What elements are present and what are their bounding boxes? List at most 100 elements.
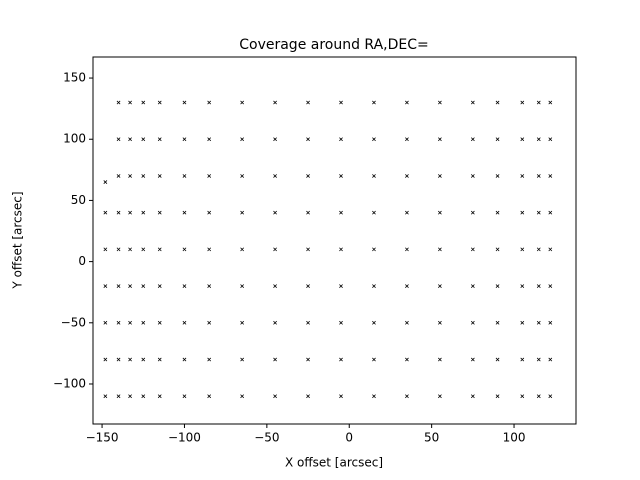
- point: [182, 320, 187, 325]
- point: [306, 174, 310, 178]
- point: [536, 174, 541, 178]
- x-tick-label: −100: [168, 431, 201, 445]
- x-tick-label: 100: [503, 431, 526, 445]
- point: [207, 137, 212, 142]
- point: [339, 174, 343, 178]
- point: [157, 100, 162, 105]
- point: [240, 320, 245, 325]
- point: [273, 284, 277, 288]
- x-tick-label: −150: [86, 431, 119, 445]
- point: [116, 394, 121, 399]
- y-axis-label: Y offset [arcsec]: [11, 191, 25, 289]
- point: [495, 100, 500, 105]
- point: [157, 247, 162, 252]
- point: [339, 320, 343, 325]
- point: [182, 247, 187, 252]
- point: [182, 174, 187, 178]
- point: [372, 320, 376, 325]
- point: [182, 137, 187, 142]
- point: [141, 394, 146, 399]
- point: [372, 394, 376, 399]
- point: [372, 284, 376, 288]
- point: [405, 137, 409, 142]
- point: [157, 137, 162, 142]
- point: [141, 357, 146, 362]
- point: [141, 100, 146, 105]
- point: [273, 247, 277, 252]
- point: [128, 357, 132, 362]
- point: [438, 247, 442, 252]
- point: [182, 210, 187, 215]
- point: [536, 100, 541, 105]
- point: [536, 137, 541, 142]
- point: [207, 284, 212, 288]
- point: [520, 394, 525, 399]
- point: [182, 394, 187, 399]
- point: [157, 320, 162, 325]
- point: [128, 100, 132, 105]
- point: [405, 357, 409, 362]
- point: [273, 210, 277, 215]
- point: [372, 100, 376, 105]
- point: [128, 284, 132, 288]
- y-tick-label: 0: [78, 254, 86, 268]
- point: [240, 394, 245, 399]
- point: [116, 247, 121, 252]
- point: [103, 357, 108, 362]
- point: [306, 100, 310, 105]
- point: [536, 357, 541, 362]
- point: [116, 320, 121, 325]
- point: [128, 137, 132, 142]
- point: [339, 210, 343, 215]
- point: [207, 357, 212, 362]
- y-tick-label: −100: [53, 376, 86, 390]
- point: [207, 174, 212, 178]
- y-tick-label: 150: [63, 71, 86, 85]
- point: [306, 137, 310, 142]
- point: [306, 247, 310, 252]
- point: [520, 174, 525, 178]
- point: [128, 174, 132, 178]
- point: [438, 174, 442, 178]
- point: [157, 284, 162, 288]
- point: [470, 174, 475, 178]
- x-tick-label: −50: [254, 431, 279, 445]
- point: [306, 394, 310, 399]
- point: [141, 137, 146, 142]
- point: [548, 320, 553, 325]
- point: [240, 210, 245, 215]
- point: [470, 210, 475, 215]
- point: [116, 100, 121, 105]
- point: [141, 174, 146, 178]
- point: [182, 100, 187, 105]
- point: [128, 210, 132, 215]
- point: [207, 320, 212, 325]
- point: [240, 137, 245, 142]
- point: [240, 284, 245, 288]
- point: [103, 247, 108, 252]
- point: [470, 100, 475, 105]
- point: [240, 357, 245, 362]
- point: [520, 284, 525, 288]
- point: [273, 100, 277, 105]
- point: [207, 210, 212, 215]
- point: [520, 137, 525, 142]
- point: [520, 357, 525, 362]
- point: [405, 394, 409, 399]
- point: [405, 210, 409, 215]
- point: [157, 210, 162, 215]
- y-tick-label: −50: [61, 315, 86, 329]
- point: [306, 284, 310, 288]
- point: [182, 284, 187, 288]
- point: [306, 357, 310, 362]
- point: [548, 394, 553, 399]
- point: [103, 320, 108, 325]
- point: [470, 394, 475, 399]
- point: [536, 320, 541, 325]
- point: [157, 394, 162, 399]
- point: [128, 394, 132, 399]
- point: [116, 137, 121, 142]
- point: [438, 394, 442, 399]
- point: [495, 284, 500, 288]
